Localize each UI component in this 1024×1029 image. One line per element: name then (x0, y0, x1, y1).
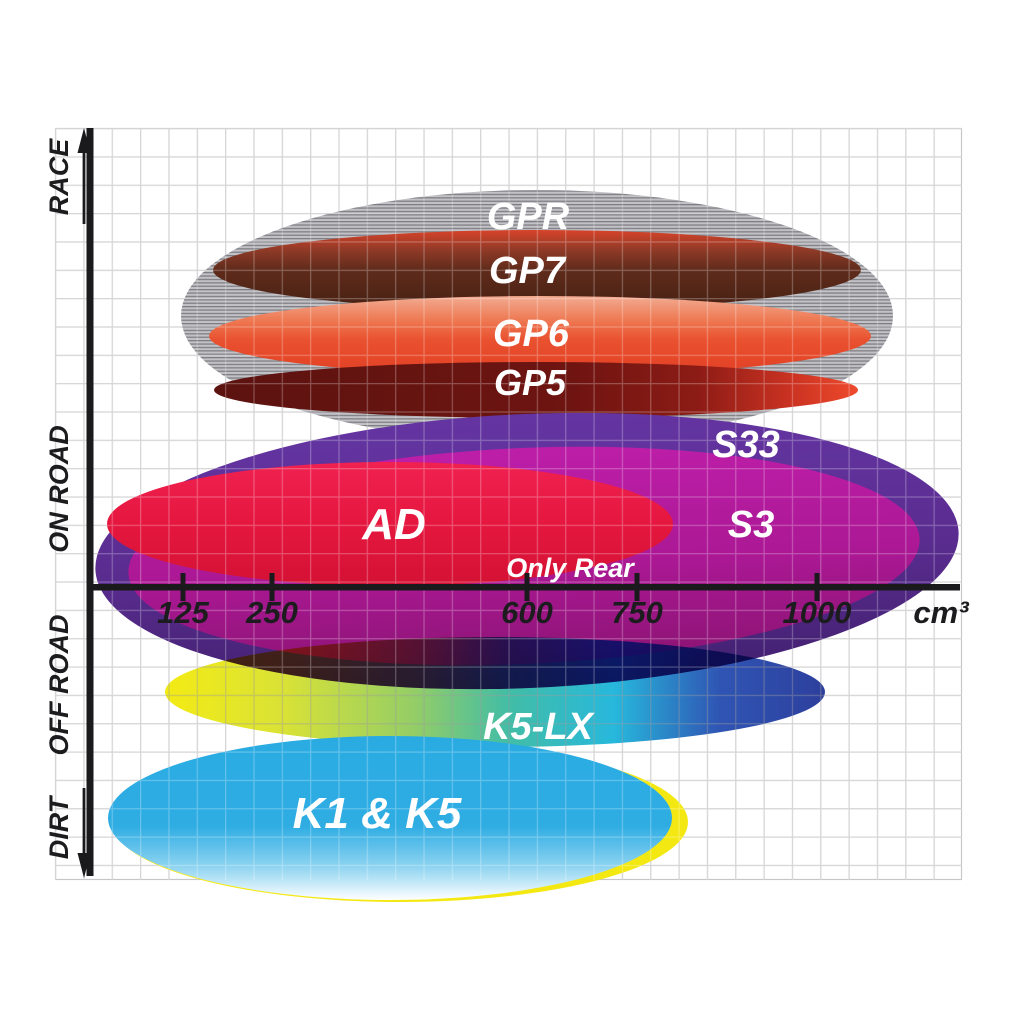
label-ad: AD (361, 500, 426, 549)
label-k1k5: K1 & K5 (293, 789, 462, 838)
x-axis-tick-labels: 125 250 600 750 1000 cm³ (157, 595, 969, 630)
tick-600 (524, 573, 530, 601)
y-label-race: RACE (44, 138, 74, 215)
label-s33: S33 (712, 424, 780, 466)
tick-label-125: 125 (157, 595, 209, 630)
grid-overlay (55, 128, 962, 880)
race-arrow-up-icon (77, 128, 91, 224)
tick-label-1000: 1000 (783, 595, 852, 630)
x-axis-unit-label: cm³ (913, 595, 969, 630)
label-gp6: GP6 (493, 313, 570, 355)
label-gpr: GPR (487, 196, 570, 238)
y-axis-line (86, 128, 94, 876)
tick-250 (269, 573, 275, 601)
y-label-dirt: DIRT (44, 794, 74, 859)
tick-1000 (814, 573, 820, 601)
tick-label-250: 250 (245, 595, 298, 630)
y-axis-category-labels: RACE ON ROAD OFF ROAD DIRT (44, 138, 74, 859)
region-labels: GPR GP7 GP6 GP5 S33 S3 AD Only Rear K5-L… (293, 196, 780, 838)
axes (77, 128, 960, 878)
dirt-arrow-down-icon (77, 788, 91, 878)
y-label-off-road: OFF ROAD (44, 615, 74, 756)
tick-125 (180, 573, 186, 601)
tick-label-750: 750 (611, 595, 663, 630)
tick-750 (634, 573, 640, 601)
label-s3: S3 (728, 504, 774, 546)
label-gp7: GP7 (489, 250, 567, 292)
label-gp5: GP5 (494, 362, 567, 403)
y-label-on-road: ON ROAD (44, 425, 74, 553)
label-k5lx: K5-LX (483, 706, 595, 748)
tick-label-600: 600 (501, 595, 553, 630)
